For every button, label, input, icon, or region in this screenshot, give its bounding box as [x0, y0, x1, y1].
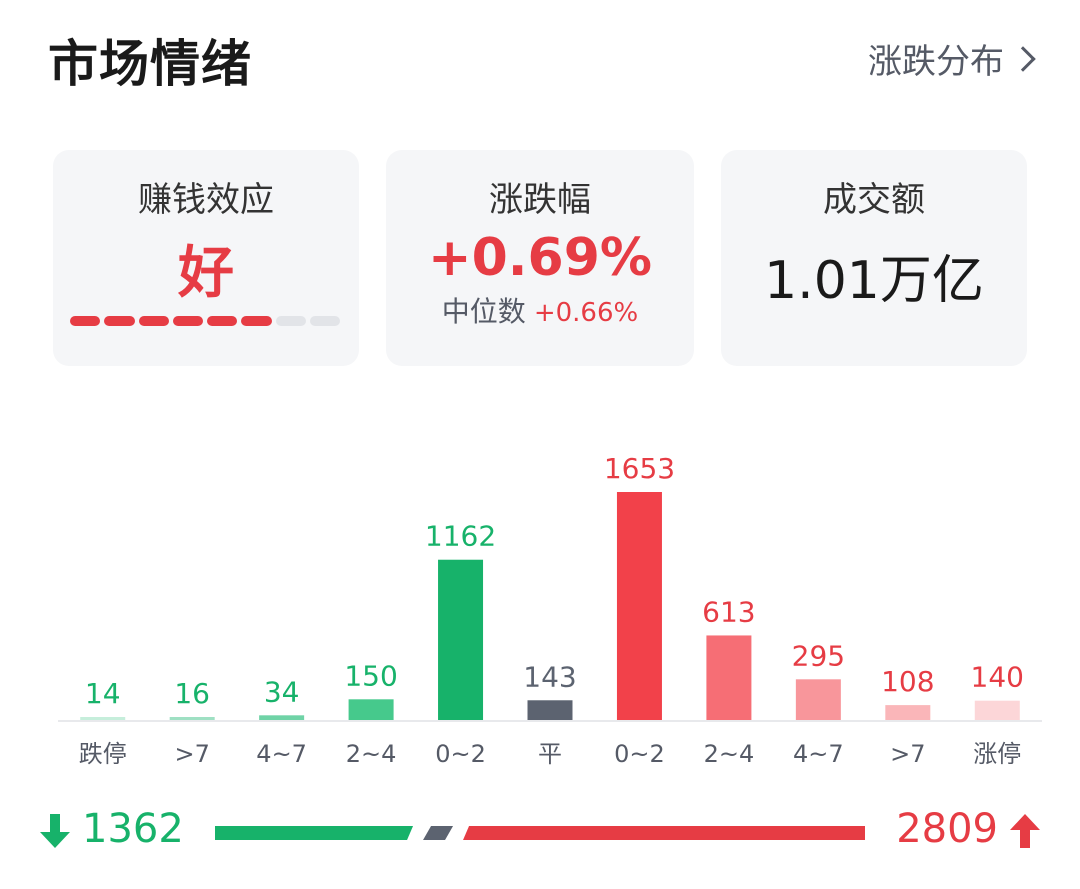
bar-value-label: 613	[702, 595, 755, 628]
page-title: 市场情绪	[48, 35, 252, 93]
bar[interactable]	[169, 717, 215, 720]
arrow-up-icon	[1010, 812, 1040, 848]
category-label: 4~7	[793, 740, 844, 768]
chevron-right-icon	[1010, 45, 1036, 72]
bar-value-label: 1653	[604, 452, 675, 485]
up-total-value: 2809	[896, 806, 998, 852]
level-segment	[172, 316, 203, 326]
category-label: >7	[890, 740, 925, 768]
median-label: 中位数	[441, 295, 526, 328]
up-down-summary: 1362 2809	[40, 800, 1040, 860]
distribution-chart-svg: 14 跌停 16 >7 34 4~7 150 2~4 1162 0~2 143 平 1653 0~2 613…	[58, 452, 1042, 768]
bar[interactable]	[616, 492, 662, 720]
down-share-bar	[215, 826, 414, 840]
level-segment	[309, 316, 340, 326]
up-down-ratio-bar	[215, 826, 865, 840]
level-segment	[138, 316, 169, 326]
up-share-bar	[463, 826, 865, 840]
bar-value-label: 108	[881, 665, 934, 698]
money-effect-card[interactable]: 赚钱效应 好	[53, 150, 359, 366]
bar[interactable]	[885, 705, 931, 720]
category-label: 涨停	[973, 740, 1021, 768]
arrow-down-icon	[40, 812, 70, 848]
bar-value-label: 14	[85, 677, 121, 710]
change-label: 涨跌幅	[489, 180, 591, 220]
level-segment	[241, 316, 272, 326]
bar[interactable]	[259, 715, 305, 720]
bar[interactable]	[974, 700, 1020, 720]
money-effect-value: 好	[178, 241, 234, 306]
money-effect-label: 赚钱效应	[138, 180, 274, 220]
bar-value-label: 1162	[425, 520, 496, 553]
median-value: +0.66%	[533, 298, 639, 328]
bar[interactable]	[527, 700, 573, 720]
flat-share-bar	[423, 826, 454, 840]
distribution-chart: 14 跌停 16 >7 34 4~7 150 2~4 1162 0~2 143 平 1653 0~2 613…	[0, 400, 1080, 780]
down-total: 1362	[40, 806, 184, 852]
level-segment	[207, 316, 238, 326]
category-label: 0~2	[435, 740, 486, 768]
bar-value-label: 16	[174, 677, 210, 710]
header: 市场情绪 涨跌分布	[48, 20, 1036, 93]
category-label: >7	[174, 740, 209, 768]
level-segment	[275, 316, 306, 326]
bar-value-label: 295	[792, 639, 845, 672]
category-label: 2~4	[346, 740, 397, 768]
bar[interactable]	[438, 559, 484, 720]
change-card[interactable]: 涨跌幅 +0.69% 中位数 +0.66%	[386, 150, 694, 366]
distribution-link[interactable]: 涨跌分布	[868, 34, 1036, 83]
change-value: +0.69%	[428, 228, 652, 288]
distribution-link-label: 涨跌分布	[868, 42, 1004, 82]
level-segment	[70, 316, 101, 326]
bar-value-label: 34	[264, 675, 300, 708]
bar-value-label: 150	[344, 659, 397, 692]
turnover-label: 成交额	[823, 180, 925, 220]
bar-value-label: 140	[971, 661, 1024, 694]
median-row: 中位数 +0.66%	[386, 290, 694, 330]
level-segment	[104, 316, 135, 326]
turnover-value: 1.01万亿	[764, 251, 984, 311]
turnover-card[interactable]: 成交额 1.01万亿	[721, 150, 1027, 366]
category-label: 跌停	[79, 740, 127, 768]
category-label: 4~7	[256, 740, 307, 768]
money-effect-level-bar	[70, 316, 340, 326]
up-total: 2809	[896, 806, 1040, 852]
category-label: 平	[538, 740, 562, 768]
category-label: 2~4	[704, 740, 755, 768]
bar[interactable]	[348, 699, 394, 720]
bar-value-label: 143	[523, 660, 576, 693]
down-total-value: 1362	[82, 806, 184, 852]
bar[interactable]	[706, 635, 752, 720]
bar[interactable]	[795, 679, 841, 720]
category-label: 0~2	[614, 740, 665, 768]
bar[interactable]	[80, 717, 126, 720]
